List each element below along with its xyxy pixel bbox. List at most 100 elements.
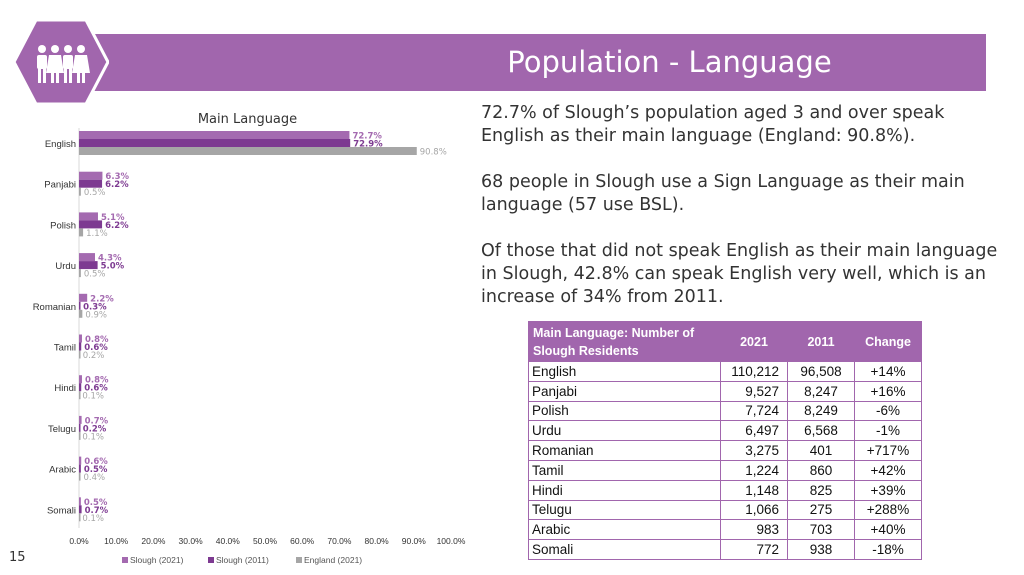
cell-language: Urdu xyxy=(528,420,721,442)
bar xyxy=(79,383,82,392)
table-header-row: Main Language: Number of Slough Resident… xyxy=(528,321,922,362)
data-label: 0.6% xyxy=(84,457,108,467)
category-label: Telugu xyxy=(48,424,76,435)
legend-label: England (2021) xyxy=(304,555,362,565)
bar xyxy=(79,431,81,440)
legend-label: Slough (2021) xyxy=(130,555,184,565)
data-label: 5.1% xyxy=(101,213,125,223)
data-label: 1.1% xyxy=(86,229,108,239)
data-label: 2.2% xyxy=(90,294,114,304)
header-change: Change xyxy=(854,321,922,362)
legend-swatch xyxy=(296,557,302,563)
x-tick-label: 60.0% xyxy=(290,536,315,546)
bar xyxy=(79,497,81,506)
cell-2021: 983 xyxy=(720,519,788,541)
cell-2011: 96,508 xyxy=(787,361,855,382)
cell-language: Tamil xyxy=(528,459,721,481)
cell-change: -6% xyxy=(854,400,922,422)
x-tick-label: 100.0% xyxy=(437,536,466,546)
cell-2011: 8,249 xyxy=(787,400,855,422)
bar xyxy=(79,220,103,229)
legend-swatch xyxy=(208,557,214,563)
cell-2021: 1,066 xyxy=(720,499,788,521)
table-row: English 110,212 96,508 +14% xyxy=(528,361,922,382)
bar xyxy=(79,139,351,147)
data-label: 0.5% xyxy=(84,465,108,475)
cell-2011: 401 xyxy=(787,440,855,461)
x-tick-label: 30.0% xyxy=(179,536,204,546)
cell-2021: 772 xyxy=(720,539,788,560)
category-label: Hindi xyxy=(54,383,76,394)
category-label: Urdu xyxy=(55,261,76,272)
x-tick-label: 40.0% xyxy=(216,536,241,546)
x-tick-label: 50.0% xyxy=(253,536,278,546)
data-label: 6.3% xyxy=(105,172,129,182)
cell-2021: 9,527 xyxy=(720,380,788,402)
header-2021: 2021 xyxy=(720,321,788,362)
data-label: 0.7% xyxy=(85,416,109,426)
data-label: 5.0% xyxy=(101,262,125,272)
cell-language: Romanian xyxy=(528,440,721,461)
page-number: 15 xyxy=(9,550,26,565)
data-label: 0.6% xyxy=(84,384,108,394)
x-tick-label: 80.0% xyxy=(365,536,390,546)
cell-2021: 7,724 xyxy=(720,400,788,422)
data-label: 0.5% xyxy=(84,270,106,280)
bar xyxy=(79,212,98,221)
cell-change: -1% xyxy=(854,420,922,442)
cell-change: +42% xyxy=(854,459,922,481)
bar xyxy=(79,505,82,514)
cell-2011: 938 xyxy=(787,539,855,560)
cell-2011: 703 xyxy=(787,519,855,541)
data-label: 0.5% xyxy=(84,188,106,198)
bar xyxy=(79,228,84,237)
bar xyxy=(79,261,98,270)
bar xyxy=(79,147,417,155)
data-label: 0.8% xyxy=(85,335,109,345)
category-label: Polish xyxy=(50,220,76,231)
cell-change: +40% xyxy=(854,519,922,541)
summary-text: 72.7% of Slough’s population aged 3 and … xyxy=(481,102,1001,332)
cell-2011: 8,247 xyxy=(787,380,855,402)
data-label: 0.6% xyxy=(84,343,108,353)
cell-2021: 1,148 xyxy=(720,479,788,501)
category-label: Panjabi xyxy=(44,180,76,191)
bar xyxy=(79,472,81,481)
bar xyxy=(79,342,82,351)
x-tick-label: 10.0% xyxy=(104,536,129,546)
category-label: English xyxy=(45,139,76,150)
bar xyxy=(79,415,82,424)
data-label: 4.3% xyxy=(98,254,122,264)
data-label: 6.2% xyxy=(105,180,129,190)
bar xyxy=(79,375,82,384)
data-label: 6.2% xyxy=(105,221,129,231)
people-icon xyxy=(12,18,109,106)
table-row: Somali 772 938 -18% xyxy=(528,539,922,560)
bar xyxy=(79,179,103,188)
bar xyxy=(79,269,81,278)
bar xyxy=(79,293,88,302)
category-label: Somali xyxy=(47,505,76,516)
data-label: 90.8% xyxy=(420,148,447,158)
bar xyxy=(79,171,103,180)
bar xyxy=(79,309,83,318)
language-table: Main Language: Number of Slough Resident… xyxy=(528,321,922,560)
cell-2011: 860 xyxy=(787,459,855,481)
category-label: Romanian xyxy=(33,302,76,313)
table-row: Telugu 1,066 275 +288% xyxy=(528,499,922,521)
data-label: 0.7% xyxy=(85,506,109,516)
table-row: Hindi 1,148 825 +39% xyxy=(528,479,922,501)
data-label: 0.1% xyxy=(82,514,104,524)
bar xyxy=(79,423,81,432)
header-language: Main Language: Number of Slough Resident… xyxy=(528,321,721,362)
table-row: Romanian 3,275 401 +717% xyxy=(528,440,922,461)
bar xyxy=(79,350,81,359)
bar xyxy=(79,187,81,196)
x-tick-label: 90.0% xyxy=(402,536,427,546)
bar xyxy=(79,456,82,465)
cell-language: English xyxy=(528,361,721,382)
cell-2021: 1,224 xyxy=(720,459,788,481)
cell-language: Somali xyxy=(528,539,721,560)
table-row: Panjabi 9,527 8,247 +16% xyxy=(528,380,922,402)
main-language-chart: English72.7%72.9%90.8%Panjabi6.3%6.2%0.5… xyxy=(33,128,466,565)
